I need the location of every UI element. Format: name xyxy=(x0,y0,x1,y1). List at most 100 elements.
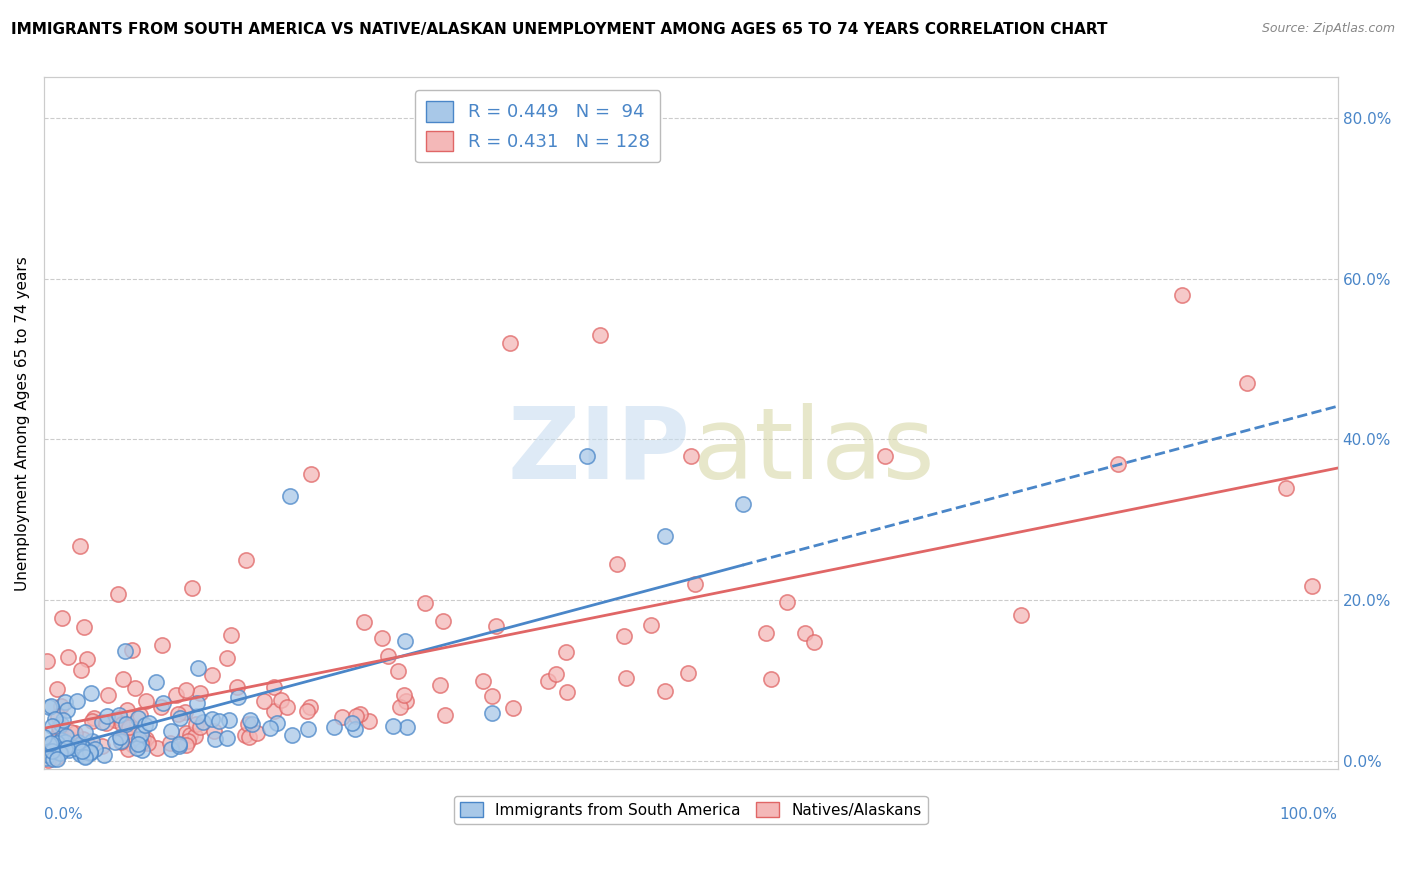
Point xyxy=(73,725,96,739)
Point xyxy=(117,741,139,756)
Point xyxy=(188,720,211,734)
Point xyxy=(51,611,73,625)
Point xyxy=(1171,287,1194,301)
Point xyxy=(135,732,157,747)
Point xyxy=(186,697,208,711)
Point xyxy=(371,632,394,646)
Point xyxy=(58,743,80,757)
Point xyxy=(270,693,292,707)
Point xyxy=(41,744,63,758)
Point xyxy=(96,708,118,723)
Point xyxy=(1275,481,1298,495)
Point xyxy=(56,649,79,664)
Point xyxy=(66,735,89,749)
Point xyxy=(83,711,105,725)
Point xyxy=(755,625,778,640)
Point xyxy=(63,726,86,740)
Point xyxy=(263,704,285,718)
Point xyxy=(188,686,211,700)
Point xyxy=(107,587,129,601)
Point xyxy=(124,681,146,695)
Point xyxy=(115,729,138,743)
Point xyxy=(39,737,62,751)
Point xyxy=(129,737,152,751)
Point xyxy=(53,695,76,709)
Point xyxy=(554,645,576,659)
Point xyxy=(174,682,197,697)
Point xyxy=(377,649,399,664)
Point xyxy=(167,739,190,754)
Point xyxy=(395,720,418,734)
Point xyxy=(46,750,69,764)
Point xyxy=(485,618,508,632)
Point xyxy=(131,743,153,757)
Point xyxy=(128,731,150,746)
Point xyxy=(70,664,93,678)
Point xyxy=(165,689,187,703)
Point xyxy=(246,726,269,740)
Point xyxy=(471,674,494,689)
Point xyxy=(502,700,524,714)
Point xyxy=(432,614,454,628)
Point xyxy=(160,741,183,756)
Point xyxy=(235,553,257,567)
Point xyxy=(60,724,83,739)
Point xyxy=(429,678,451,692)
Point xyxy=(276,700,298,714)
Point xyxy=(72,731,94,746)
Point xyxy=(676,665,699,680)
Point xyxy=(544,667,567,681)
Point xyxy=(226,690,249,704)
Point xyxy=(169,711,191,725)
Point xyxy=(108,711,131,725)
Point xyxy=(110,734,132,748)
Point xyxy=(35,751,58,765)
Text: Source: ZipAtlas.com: Source: ZipAtlas.com xyxy=(1261,22,1395,36)
Point xyxy=(555,685,578,699)
Point xyxy=(48,745,70,759)
Point xyxy=(63,741,86,756)
Point xyxy=(110,732,132,747)
Point xyxy=(39,736,62,750)
Point xyxy=(263,680,285,694)
Point xyxy=(114,644,136,658)
Point xyxy=(616,672,638,686)
Point xyxy=(114,717,136,731)
Y-axis label: Unemployment Among Ages 65 to 74 years: Unemployment Among Ages 65 to 74 years xyxy=(15,256,30,591)
Point xyxy=(69,539,91,553)
Point xyxy=(381,719,404,733)
Point xyxy=(235,728,257,742)
Point xyxy=(1301,579,1323,593)
Point xyxy=(387,665,409,679)
Point xyxy=(589,327,612,342)
Point xyxy=(215,731,238,745)
Point xyxy=(37,753,59,767)
Point xyxy=(69,747,91,761)
Point xyxy=(654,529,676,543)
Point xyxy=(236,717,259,731)
Point xyxy=(159,736,181,750)
Point xyxy=(91,739,114,753)
Text: 100.0%: 100.0% xyxy=(1279,807,1337,822)
Point xyxy=(537,673,560,688)
Point xyxy=(1236,376,1258,391)
Point xyxy=(34,730,56,744)
Point xyxy=(93,748,115,763)
Point xyxy=(186,717,208,731)
Point xyxy=(77,739,100,753)
Point xyxy=(152,696,174,710)
Point xyxy=(201,712,224,726)
Point xyxy=(177,734,200,748)
Point xyxy=(127,737,149,751)
Point xyxy=(204,732,226,747)
Point xyxy=(434,708,457,723)
Point xyxy=(266,715,288,730)
Point xyxy=(56,741,79,756)
Point xyxy=(392,689,415,703)
Point xyxy=(66,693,89,707)
Point xyxy=(62,733,84,747)
Point xyxy=(41,719,63,733)
Point xyxy=(80,686,103,700)
Point xyxy=(39,698,62,713)
Point xyxy=(37,747,59,762)
